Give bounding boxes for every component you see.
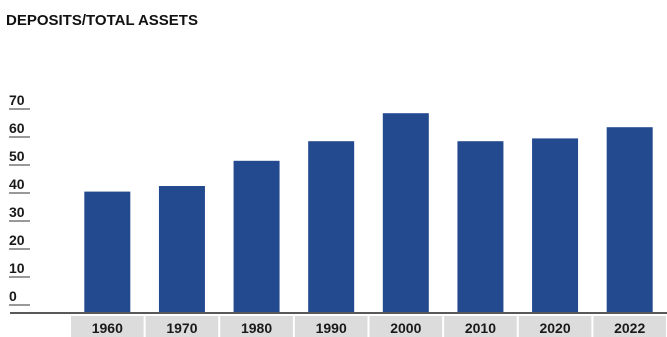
- bars: [84, 113, 653, 312]
- category-band-2010: [444, 316, 517, 337]
- y-tick-label-40: 40: [9, 176, 25, 192]
- x-tick-label-1970: 1970: [166, 320, 197, 336]
- y-axis: 0 10 20 30 40 50 60 70: [9, 92, 30, 306]
- category-band-2022: [593, 316, 666, 337]
- x-tick-label-2000: 2000: [390, 320, 421, 336]
- category-band-1960: [71, 316, 144, 337]
- y-tick-label-50: 50: [9, 148, 25, 164]
- category-band-1970: [145, 316, 219, 337]
- y-tick-label-0: 0: [9, 288, 17, 304]
- y-tick-label-30: 30: [9, 204, 25, 220]
- x-tick-label-2022: 2022: [614, 320, 645, 336]
- x-tick-label-2020: 2020: [539, 320, 570, 336]
- x-axis-band: [71, 316, 666, 337]
- bar-2010: [457, 141, 504, 312]
- y-tick-label-60: 60: [9, 120, 25, 136]
- x-axis: 1960 1970 1980 1990 2000 2010 2020 2022: [92, 320, 646, 336]
- category-band-1980: [220, 316, 293, 337]
- bar-2020: [532, 138, 579, 312]
- x-tick-label-2010: 2010: [465, 320, 496, 336]
- x-tick-label-1960: 1960: [92, 320, 123, 336]
- x-tick-label-1980: 1980: [241, 320, 272, 336]
- category-band-2020: [518, 316, 592, 337]
- category-band-2000: [369, 316, 443, 337]
- bar-2022: [606, 127, 653, 312]
- y-tick-label-20: 20: [9, 232, 25, 248]
- y-tick-label-70: 70: [9, 92, 25, 108]
- bar-1960: [84, 191, 131, 312]
- bar-1990: [308, 141, 355, 312]
- y-tick-label-10: 10: [9, 260, 25, 276]
- bar-1970: [158, 186, 205, 312]
- x-tick-label-1990: 1990: [316, 320, 347, 336]
- bar-1980: [233, 160, 280, 312]
- category-band-1990: [294, 316, 368, 337]
- chart-title: DEPOSITS/TOTAL ASSETS: [6, 12, 198, 29]
- bar-2000: [382, 113, 429, 312]
